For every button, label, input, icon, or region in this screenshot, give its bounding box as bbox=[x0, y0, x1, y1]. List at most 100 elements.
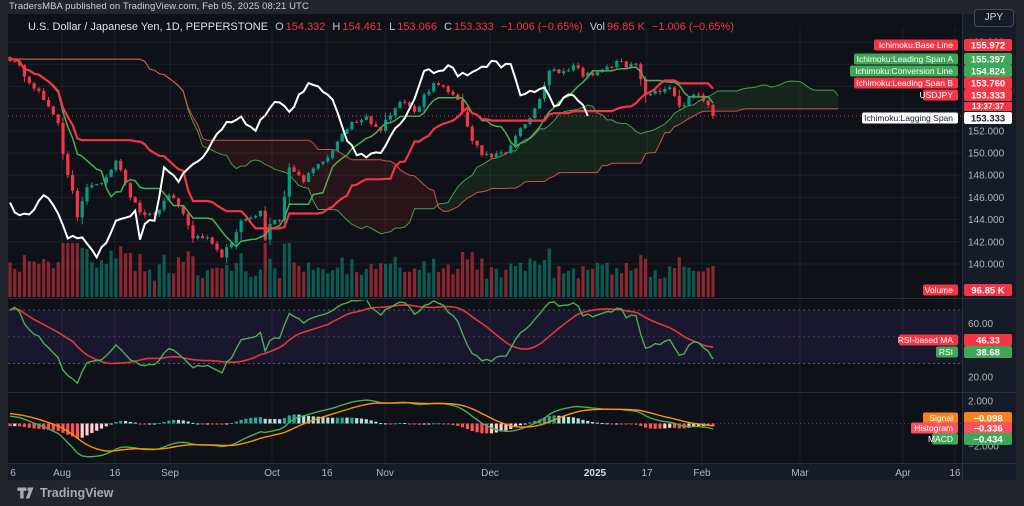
axis-label: Histogram −0.336 bbox=[911, 422, 1012, 435]
conversion-line bbox=[9, 58, 714, 248]
svg-text:RSI: RSI bbox=[939, 347, 953, 357]
rsi-tick: 60.00 bbox=[968, 319, 993, 330]
svg-text:USDJPY: USDJPY bbox=[919, 90, 953, 100]
svg-text:Ichimoku:Conversion Line: Ichimoku:Conversion Line bbox=[855, 66, 953, 76]
svg-text:38.68: 38.68 bbox=[976, 348, 1000, 359]
time-tick: 2025 bbox=[584, 468, 607, 479]
volume-label: Vol bbox=[589, 21, 605, 33]
price-tick: 142.000 bbox=[968, 237, 1005, 248]
svg-text:Signal: Signal bbox=[929, 413, 953, 423]
symbol-title[interactable]: U.S. Dollar / Japanese Yen, 1D, PEPPERST… bbox=[28, 21, 269, 33]
volume-layer bbox=[8, 243, 715, 297]
symbol-legend: U.S. Dollar / Japanese Yen, 1D, PEPPERST… bbox=[28, 21, 734, 33]
tradingview-logo-icon[interactable] bbox=[17, 487, 34, 499]
high-value: 154.461 bbox=[342, 21, 383, 33]
price-chart-svg[interactable]: 160.000152.000150.000148.000146.000144.0… bbox=[8, 14, 1016, 480]
rsi-line bbox=[9, 300, 714, 385]
time-tick: Dec bbox=[481, 468, 499, 479]
axis-label: Ichimoku:Base Line 155.972 bbox=[874, 39, 1012, 52]
svg-text:Ichimoku:Leading Span B: Ichimoku:Leading Span B bbox=[856, 78, 953, 88]
ichimoku-cloud bbox=[135, 59, 839, 234]
open-value: 154.332 bbox=[285, 21, 326, 33]
price-pane[interactable] bbox=[8, 56, 962, 297]
tradingview-brand[interactable]: TradingView bbox=[40, 486, 114, 500]
svg-text:46.33: 46.33 bbox=[976, 336, 1000, 347]
axis-label: Ichimoku:Leading Span B 153.760 bbox=[854, 77, 1012, 90]
footer-bar: TradingView bbox=[0, 480, 1024, 506]
base-line bbox=[9, 58, 714, 230]
close-value: 153.333 bbox=[453, 21, 494, 33]
close-label: C bbox=[444, 21, 452, 33]
lagging-span-line bbox=[9, 59, 589, 260]
axis-label: Ichimoku:Leading Span A 155.397 bbox=[854, 53, 1012, 66]
open-label: O bbox=[275, 21, 284, 33]
axis-label: RSI 38.68 bbox=[936, 346, 1012, 359]
svg-text:RSI-based MA: RSI-based MA bbox=[898, 335, 954, 345]
volume-value: 96.85 K bbox=[607, 21, 645, 33]
svg-text:153.333: 153.333 bbox=[971, 91, 1005, 102]
price-axis[interactable]: 160.000152.000150.000148.000146.000144.0… bbox=[968, 38, 1005, 453]
svg-text:Ichimoku:Leading Span A: Ichimoku:Leading Span A bbox=[857, 54, 954, 64]
svg-text:153.760: 153.760 bbox=[971, 79, 1005, 90]
rsi-ma-line bbox=[9, 304, 714, 365]
macd-tick: 2.000 bbox=[968, 397, 993, 408]
rsi-pane[interactable] bbox=[8, 299, 962, 385]
attribution-bar: TradersMBA published on TradingView.com,… bbox=[9, 1, 309, 12]
time-tick: Feb bbox=[693, 468, 711, 479]
time-tick: Oct bbox=[264, 468, 280, 479]
time-tick: 16 bbox=[321, 468, 333, 479]
macd-pane[interactable] bbox=[8, 399, 962, 458]
price-tick: 150.000 bbox=[968, 149, 1005, 160]
price-tick: 144.000 bbox=[968, 215, 1005, 226]
grid-lines bbox=[8, 28, 962, 463]
time-axis[interactable]: 6 Aug 16 Sep Oct 16 Nov Dec 2025 17 Feb Mar Apr 16 bbox=[10, 468, 961, 479]
high-label: H bbox=[332, 21, 341, 33]
svg-text:96.85 K: 96.85 K bbox=[971, 286, 1004, 297]
time-tick: 6 bbox=[10, 468, 16, 479]
svg-text:MACD: MACD bbox=[928, 434, 953, 444]
axis-label: Ichimoku:Lagging Span 153.333 bbox=[862, 112, 1012, 125]
chart-area[interactable]: 160.000152.000150.000148.000146.000144.0… bbox=[8, 9, 1016, 480]
price-tick: 152.000 bbox=[968, 126, 1005, 137]
candles-layer bbox=[8, 56, 715, 264]
macd-tick: −2.000 bbox=[968, 442, 999, 453]
axis-label: Signal −0.098 bbox=[923, 412, 1012, 425]
svg-text:−0.336: −0.336 bbox=[973, 424, 1002, 435]
currency-scale-button[interactable]: JPY bbox=[973, 9, 1014, 27]
macd-line bbox=[9, 399, 714, 458]
change-value: −1.006 (−0.65%) bbox=[500, 21, 583, 33]
price-tick: 146.000 bbox=[968, 193, 1005, 204]
pane-separators bbox=[8, 14, 1016, 480]
time-tick: Mar bbox=[791, 468, 809, 479]
svg-text:Ichimoku:Lagging Span: Ichimoku:Lagging Span bbox=[864, 113, 953, 123]
time-tick: 16 bbox=[949, 468, 961, 479]
indicator-labels: Ichimoku:Base Line 155.972Ichimoku:Leadin… bbox=[850, 39, 1012, 446]
low-label: L bbox=[389, 21, 396, 33]
svg-text:13:37:37: 13:37:37 bbox=[972, 102, 1005, 111]
axis-label: RSI-based MA 46.33 bbox=[898, 334, 1012, 347]
time-tick: Apr bbox=[895, 468, 911, 479]
svg-text:Volume: Volume bbox=[925, 285, 954, 295]
time-tick: Aug bbox=[53, 468, 71, 479]
axis-label: Volume 96.85 K bbox=[923, 284, 1012, 297]
axis-label: Ichimoku:Conversion Line 154.824 bbox=[850, 65, 1012, 78]
time-tick: 16 bbox=[109, 468, 121, 479]
rsi-tick: 20.00 bbox=[968, 372, 993, 383]
svg-text:Ichimoku:Base Line: Ichimoku:Base Line bbox=[879, 40, 953, 50]
volume-change-value: −1.006 (−0.65%) bbox=[651, 21, 734, 33]
svg-text:154.824: 154.824 bbox=[971, 67, 1006, 78]
svg-text:155.972: 155.972 bbox=[971, 41, 1005, 52]
price-tick: 140.000 bbox=[968, 260, 1005, 271]
low-value: 153.066 bbox=[397, 21, 438, 33]
leading-span-b-line bbox=[10, 58, 839, 212]
svg-text:−0.098: −0.098 bbox=[973, 414, 1002, 425]
time-tick: Nov bbox=[376, 468, 394, 479]
axis-label: MACD −0.434 bbox=[928, 433, 1012, 446]
price-tick: 148.000 bbox=[968, 171, 1005, 182]
svg-text:−0.434: −0.434 bbox=[973, 435, 1003, 446]
time-tick: 17 bbox=[641, 468, 653, 479]
svg-text:155.397: 155.397 bbox=[971, 55, 1005, 66]
macd-signal-line bbox=[9, 402, 714, 452]
